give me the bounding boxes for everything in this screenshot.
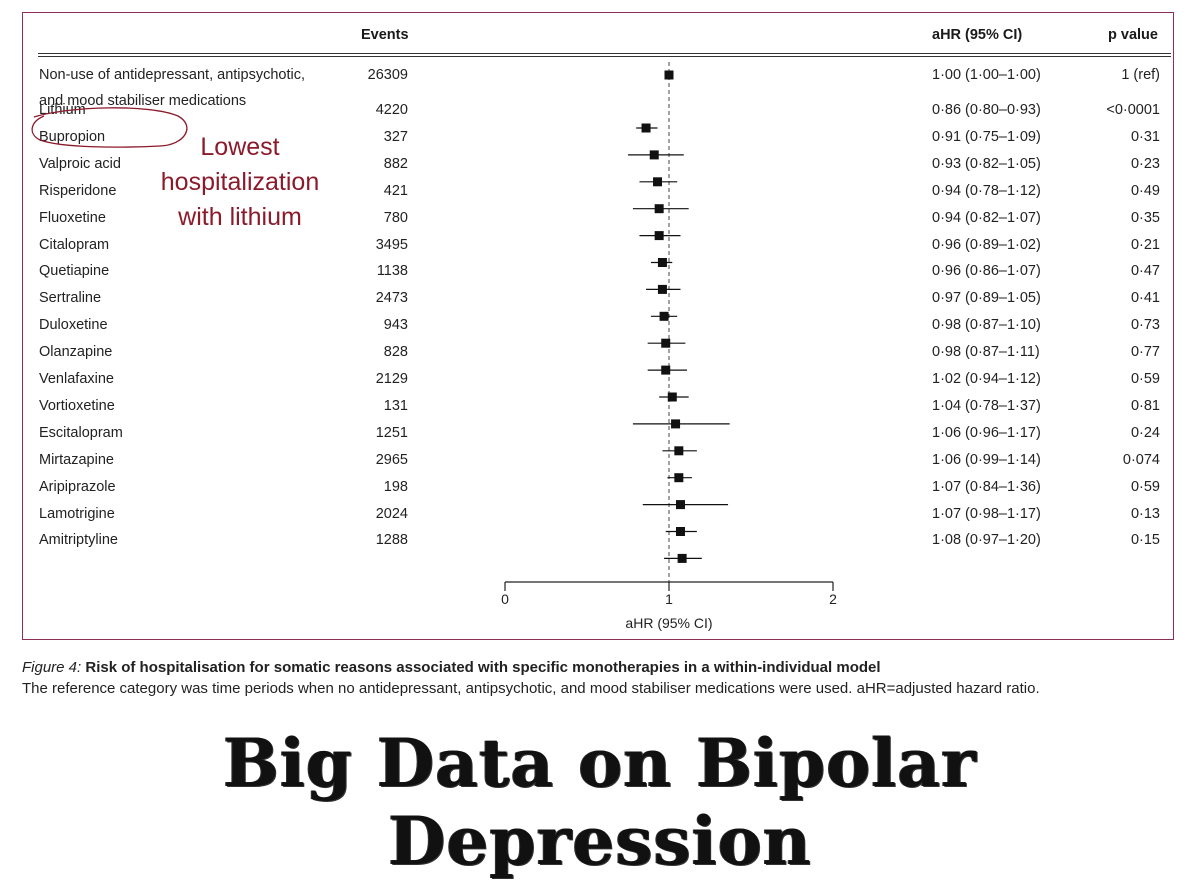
ahr-header: aHR (95% CI)	[932, 27, 1023, 43]
drug-name: Bupropion	[39, 128, 106, 145]
pvalue-header: p value	[1108, 27, 1158, 43]
events-count: 198	[383, 478, 408, 495]
ahr-ci-text: 1·00 (1·00–1·00)	[932, 67, 1041, 83]
drug-name: Risperidone	[39, 182, 117, 199]
events-count: 327	[383, 128, 408, 145]
drug-name: Citalopram	[39, 236, 110, 253]
events-count: 943	[383, 317, 408, 334]
events-count: 1288	[375, 532, 408, 549]
drug-name: Lamotrigine	[39, 505, 115, 522]
ahr-ci-text: 0·96 (0·86–1·07)	[932, 263, 1041, 280]
ahr-ci-text: 0·96 (0·89–1·02)	[932, 236, 1041, 253]
ahr-ci-text: 0·86 (0·80–0·93)	[932, 102, 1041, 118]
ahr-ci-text: 0·97 (0·89–1·05)	[932, 290, 1041, 307]
drug-name: Sertraline	[39, 290, 102, 307]
header-bottom-rule	[38, 56, 1171, 57]
drug-name: Non-use of antidepressant, antipsychotic…	[39, 67, 305, 83]
events-count: 26309	[367, 67, 408, 83]
p-value: 0·35	[1130, 209, 1160, 226]
events-count: 131	[383, 397, 408, 414]
drug-name-line-2: and mood stabiliser medications	[39, 93, 247, 109]
p-value: 0·13	[1130, 505, 1160, 522]
drug-name: Valproic acid	[39, 155, 121, 172]
drug-name: Mirtazapine	[39, 451, 114, 468]
banner-title: Big Data on Bipolar Depression	[223, 724, 977, 880]
drug-name: Olanzapine	[39, 344, 113, 361]
drug-name: Fluoxetine	[39, 209, 106, 226]
annotation-line-1: Lowest	[200, 133, 280, 161]
p-value: 0·21	[1130, 236, 1160, 253]
drug-name: Escitalopram	[39, 424, 123, 441]
drug-name: Venlafaxine	[39, 371, 114, 387]
ahr-ci-text: 0·98 (0·87–1·11)	[932, 344, 1040, 361]
p-value: <0·0001	[1106, 102, 1160, 118]
ahr-ci-text: 0·91 (0·75–1·09)	[932, 128, 1041, 145]
figure-caption: Figure 4: Risk of hospitalisation for so…	[22, 657, 1040, 699]
drug-name: Duloxetine	[39, 317, 108, 334]
ahr-ci-text: 0·98 (0·87–1·10)	[932, 317, 1041, 334]
p-value: 0·73	[1130, 317, 1160, 334]
events-count: 421	[383, 182, 408, 199]
ahr-ci-text: 1·08 (0·97–1·20)	[932, 532, 1041, 549]
events-count: 780	[383, 209, 408, 226]
ahr-ci-text: 0·93 (0·82–1·05)	[932, 155, 1041, 172]
p-value: 0·23	[1130, 155, 1160, 172]
drug-name: Aripiprazole	[39, 478, 116, 495]
events-count: 1251	[375, 424, 408, 441]
drug-name: Lithium	[39, 102, 86, 118]
header-top-rule	[38, 53, 1171, 54]
drug-name: Vortioxetine	[39, 397, 115, 414]
drug-name: Amitriptyline	[39, 532, 118, 549]
drug-name: Quetiapine	[39, 263, 110, 280]
ahr-ci-text: 0·94 (0·82–1·07)	[932, 209, 1041, 226]
p-value: 0·31	[1130, 128, 1160, 145]
p-value: 0·59	[1130, 371, 1160, 387]
events-header: Events	[361, 27, 409, 43]
annotation-line-3: with lithium	[178, 203, 302, 231]
p-value: 0·49	[1130, 182, 1160, 199]
caption-title: Risk of hospitalisation for somatic reas…	[81, 659, 881, 676]
caption-label: Figure 4:	[22, 659, 82, 676]
p-value: 0·41	[1130, 290, 1160, 307]
p-value: 0·81	[1130, 397, 1160, 414]
events-count: 3495	[375, 236, 408, 253]
ahr-ci-text: 1·04 (0·78–1·37)	[932, 397, 1041, 414]
ahr-ci-text: 1·07 (0·84–1·36)	[932, 478, 1041, 495]
events-count: 1138	[376, 263, 408, 280]
events-count: 2473	[375, 290, 408, 307]
ahr-ci-text: 1·07 (0·98–1·17)	[932, 505, 1041, 522]
events-count: 2129	[375, 371, 408, 387]
p-value: 0·59	[1130, 478, 1160, 495]
ahr-ci-text: 1·06 (0·96–1·17)	[932, 424, 1041, 441]
p-value: 1 (ref)	[1121, 67, 1160, 83]
lithium-annotation: Lowest hospitalization with lithium	[140, 130, 340, 235]
events-count: 2024	[375, 505, 408, 522]
events-count: 882	[383, 155, 408, 172]
p-value: 0·074	[1122, 451, 1160, 468]
events-count: 4220	[375, 102, 408, 118]
p-value: 0·47	[1130, 263, 1160, 280]
p-value: 0·24	[1130, 424, 1160, 441]
caption-note: The reference category was time periods …	[22, 680, 1040, 697]
figure-frame	[22, 12, 1174, 640]
ahr-ci-text: 1·06 (0·99–1·14)	[932, 451, 1041, 468]
caption-title-line: Figure 4: Risk of hospitalisation for so…	[22, 657, 1040, 678]
p-value: 0·77	[1130, 344, 1160, 361]
ahr-ci-text: 0·94 (0·78–1·12)	[932, 182, 1041, 199]
annotation-line-2: hospitalization	[160, 168, 320, 196]
ahr-ci-text: 1·02 (0·94–1·12)	[932, 371, 1041, 387]
events-count: 828	[383, 344, 408, 361]
p-value: 0·15	[1130, 532, 1160, 549]
events-count: 2965	[375, 451, 408, 468]
